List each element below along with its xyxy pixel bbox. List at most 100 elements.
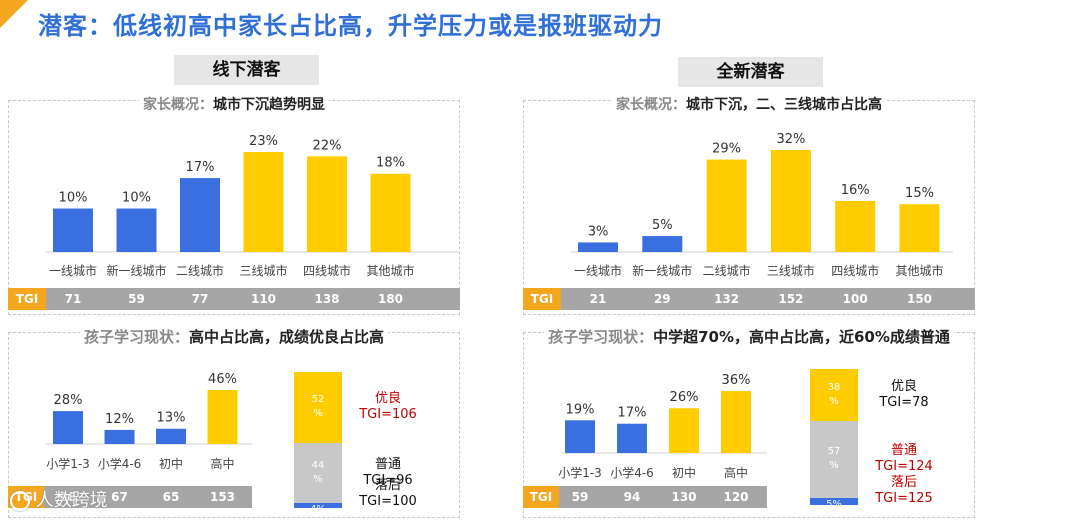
chart4-bar (617, 423, 647, 453)
stack-segment-value: 52 (311, 394, 325, 406)
stack-segment-落后: 4% (294, 502, 342, 515)
chart2-category-label: 三线城市 (767, 263, 815, 278)
chart2-bar (578, 242, 618, 252)
chart1-tgi-value: 138 (314, 292, 340, 306)
chart2-bar-chart: 3% 一线城市 5% 新一线城市 29% 二线城市 32% 三线城市 16% 四线城市 15% 其他城… (571, 132, 953, 278)
chart3-subtitle: 孩子学习现状：高中占比高，成绩优良占比高 (8, 326, 460, 347)
stack-label-name: 优良 (890, 378, 917, 394)
chart3-category-label: 初中 (159, 456, 183, 471)
chart4-tgi-value: 130 (671, 490, 697, 504)
chart2-tgi-value: 100 (842, 292, 868, 306)
chart3-tgi-value: 153 (209, 490, 236, 504)
corner-accent (0, 0, 28, 28)
chart4-value-label: 19% (566, 402, 595, 417)
stack-segment-普通: 57% (810, 420, 858, 499)
chart2-value-label: 5% (652, 218, 673, 233)
chart4-subtitle-label: 孩子学习现状： (548, 328, 654, 346)
stack-segment-优良: 52% (294, 372, 342, 443)
stack-label-name: 普通 (890, 443, 917, 459)
chart3-value-label: 12% (105, 412, 134, 427)
chart2-value-label: 29% (712, 142, 741, 157)
chart1-bar (243, 152, 284, 252)
chart1-bar (53, 208, 93, 252)
section-label-offline: 线下潜客 (174, 55, 319, 85)
chart2-tgi-value: 21 (589, 292, 607, 306)
chart3-tgi-value: 68 (59, 490, 77, 504)
chart2-value-label: 16% (841, 183, 870, 198)
stack-label-name: 优良 (374, 391, 401, 407)
watermark-text: 人数跨境 (35, 490, 108, 511)
chart1-bar (180, 178, 220, 252)
chart1-value-label: 22% (313, 138, 342, 153)
chart3-value-label: 13% (157, 411, 186, 426)
stack-label-tgi: TGI=124 (875, 459, 933, 475)
chart2-value-label: 3% (588, 224, 609, 239)
chart2-tgi-tag: TGI (523, 288, 561, 310)
chart1-tgi-value: 110 (250, 292, 277, 306)
chart4-tgi-tag: TGI (523, 486, 559, 508)
chart1-subtitle-text: 城市下沉趋势明显 (213, 97, 325, 113)
stack-label-优良: 优良 TGI=78 (864, 379, 944, 411)
stack-segment-pct: % (313, 408, 323, 420)
chart4-category-label: 小学1-3 (558, 465, 602, 480)
chart4-tgi-value: 94 (623, 490, 641, 504)
chart3-tgi-value: 65 (162, 490, 180, 504)
chart4-tgi-row: TGI 59 94 130 120 (523, 486, 767, 508)
stack-label-name: 落后 (374, 478, 401, 493)
chart3-category-label: 小学1-3 (46, 456, 90, 471)
stack-segment-pct: % (313, 473, 323, 485)
chart1-bar-chart: 10% 一线城市 10% 新一线城市 17% 二线城市 23% 三线城市 22% 四线城市 18% 其… (46, 134, 460, 278)
chart1-tgi-value: 71 (64, 292, 82, 306)
chart2-bar (706, 159, 747, 252)
chart1-bar (116, 208, 157, 252)
chart1-tgi-row: TGI 71 59 77 110 138 180 (8, 288, 460, 310)
watermark-icon (10, 491, 30, 511)
chart4-bar (669, 408, 699, 453)
stack-label-优良: 优良 TGI=106 (348, 391, 428, 423)
chart3-category-label: 小学4-6 (98, 456, 142, 471)
stack-segment-优良: 38% (810, 369, 858, 421)
chart2-category-label: 新一线城市 (632, 263, 692, 278)
chart2-tgi-value: 132 (714, 292, 740, 306)
chart2-tgi-row: TGI 21 29 132 152 100 150 (523, 288, 975, 310)
chart2-subtitle-text: 城市下沉，二、三线城市占比高 (686, 97, 882, 113)
chart4-category-label: 小学4-6 (610, 465, 654, 480)
chart1-category-label: 新一线城市 (106, 263, 166, 278)
stack-segment-value: 4% (310, 503, 326, 515)
stack-label-tgi: TGI=96 (363, 472, 413, 488)
chart1-tgi-value: 180 (377, 292, 404, 306)
chart1-category-label: 四线城市 (303, 263, 351, 278)
chart3-value-label: 46% (208, 372, 237, 387)
chart4-bar (721, 391, 751, 453)
stack-label-落后: 落后 TGI=100 (348, 478, 428, 510)
chart1-value-label: 10% (59, 191, 88, 206)
chart2-bar (770, 150, 811, 252)
chart1-category-label: 其他城市 (366, 263, 414, 278)
chart2-bar (642, 236, 683, 252)
stack-label-普通: 普通 TGI=124 (864, 443, 944, 475)
chart3-bar (207, 390, 238, 444)
chart2-category-label: 一线城市 (574, 263, 622, 278)
watermark: 人数跨境 (10, 486, 108, 512)
chart3-subtitle-text: 高中占比高，成绩优良占比高 (189, 328, 385, 346)
section-label-new: 全新潜客 (678, 57, 823, 87)
chart3-bar (104, 429, 135, 444)
chart3-subtitle-label: 孩子学习现状： (83, 328, 189, 346)
chart2-bar (899, 204, 940, 252)
stack-segment-value: 38 (827, 381, 841, 393)
stack-segment-普通: 44% (294, 442, 342, 503)
chart1-tgi-value: 77 (191, 292, 209, 306)
page-title: 潜客：低线初高中家长占比高，升学压力或是报班驱动力 (38, 12, 663, 40)
chart1-value-label: 17% (186, 160, 215, 175)
chart1-bar (307, 156, 347, 252)
chart2-value-label: 32% (776, 132, 805, 147)
chart1-value-label: 10% (122, 191, 151, 206)
chart2-bar (835, 201, 876, 252)
chart3-stacked-bar: 52% 44% 4% (294, 372, 342, 515)
chart3-category-label: 高中 (210, 456, 234, 471)
chart4-bar-chart: 19% 小学1-3 17% 小学4-6 26% 初中 36% 高中 (558, 373, 767, 480)
chart3-value-label: 28% (54, 393, 83, 408)
chart4-tgi-value: 59 (571, 490, 589, 504)
chart4-tgi-value: 120 (723, 490, 749, 504)
chart1-subtitle: 家长概况：城市下沉趋势明显 (8, 94, 460, 114)
